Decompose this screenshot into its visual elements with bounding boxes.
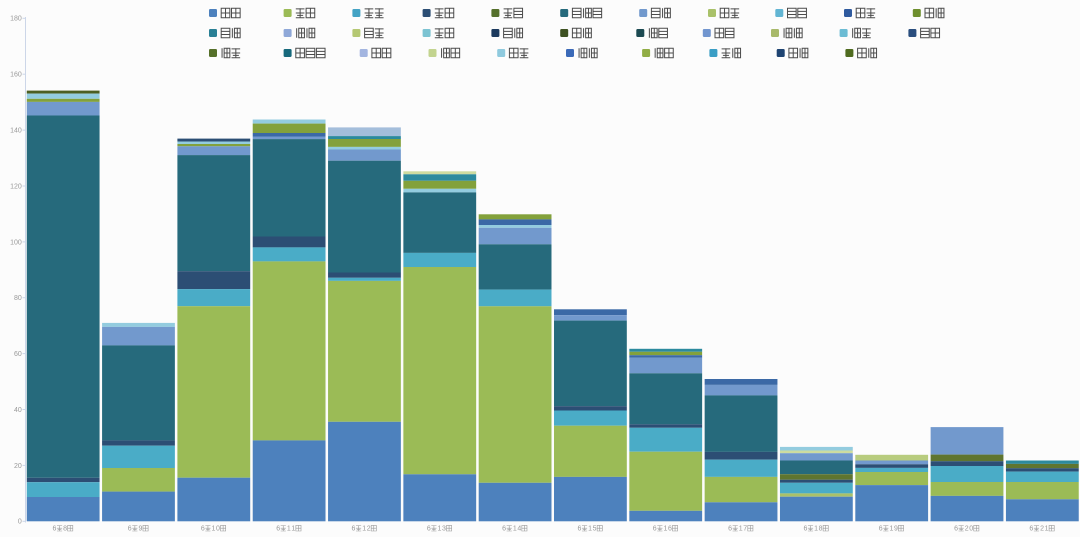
svg-text:8: 8 — [819, 526, 823, 532]
svg-text:3: 3 — [442, 526, 446, 532]
svg-text:2: 2 — [367, 526, 371, 532]
svg-text:6: 6 — [276, 526, 280, 532]
svg-text:6: 6 — [577, 526, 581, 532]
svg-text:140: 140 — [10, 128, 22, 135]
svg-text:6: 6 — [728, 526, 732, 532]
svg-text:1: 1 — [362, 526, 366, 532]
svg-text:1: 1 — [291, 526, 295, 532]
svg-text:6: 6 — [201, 526, 205, 532]
svg-text:1: 1 — [814, 526, 818, 532]
svg-text:1: 1 — [889, 526, 893, 532]
svg-text:8: 8 — [63, 526, 67, 532]
svg-text:9: 9 — [894, 526, 898, 532]
svg-text:7: 7 — [743, 526, 747, 532]
svg-text:20: 20 — [14, 463, 22, 470]
svg-text:5: 5 — [593, 526, 597, 532]
svg-text:180: 180 — [10, 16, 22, 23]
svg-text:160: 160 — [10, 72, 22, 79]
svg-text:40: 40 — [14, 407, 22, 414]
svg-text:2: 2 — [1040, 526, 1044, 532]
svg-text:1: 1 — [212, 526, 216, 532]
svg-text:1: 1 — [588, 526, 592, 532]
svg-text:1: 1 — [663, 526, 667, 532]
svg-text:6: 6 — [954, 526, 958, 532]
svg-text:1: 1 — [513, 526, 517, 532]
svg-text:120: 120 — [10, 183, 22, 190]
svg-text:6: 6 — [1029, 526, 1033, 532]
svg-text:4: 4 — [517, 526, 521, 532]
svg-text:0: 0 — [18, 519, 22, 526]
svg-text:6: 6 — [668, 526, 672, 532]
svg-text:6: 6 — [502, 526, 506, 532]
svg-text:6: 6 — [427, 526, 431, 532]
svg-text:6: 6 — [653, 526, 657, 532]
svg-text:0: 0 — [216, 526, 220, 532]
svg-text:0: 0 — [969, 526, 973, 532]
svg-text:6: 6 — [352, 526, 356, 532]
svg-text:6: 6 — [128, 526, 132, 532]
svg-text:60: 60 — [14, 351, 22, 358]
svg-text:6: 6 — [52, 526, 56, 532]
svg-text:100: 100 — [10, 239, 22, 246]
svg-text:2: 2 — [965, 526, 969, 532]
svg-text:6: 6 — [879, 526, 883, 532]
svg-text:1: 1 — [287, 526, 291, 532]
svg-text:1: 1 — [1045, 526, 1049, 532]
svg-text:1: 1 — [438, 526, 442, 532]
svg-text:6: 6 — [803, 526, 807, 532]
svg-text:9: 9 — [138, 526, 142, 532]
svg-text:80: 80 — [14, 295, 22, 302]
svg-text:1: 1 — [739, 526, 743, 532]
